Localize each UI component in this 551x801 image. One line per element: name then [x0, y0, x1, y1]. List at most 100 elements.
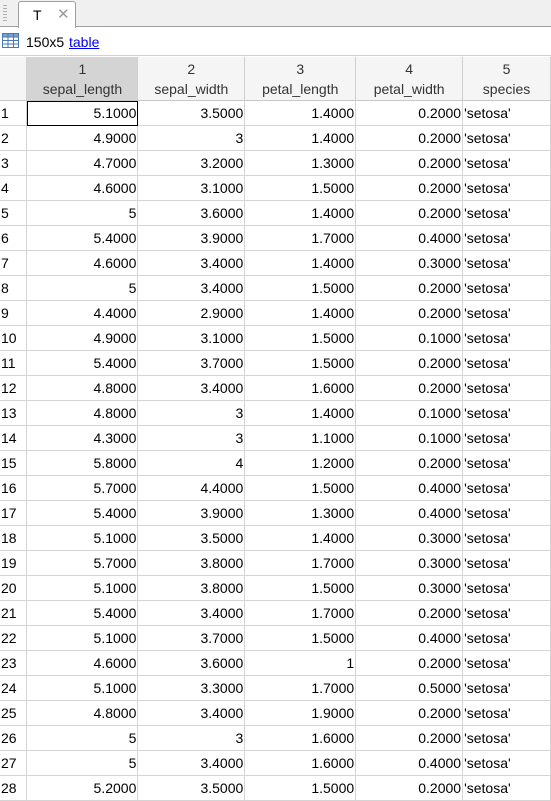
table-cell[interactable]: 3.8000 — [137, 575, 246, 601]
table-cell[interactable]: 3.5000 — [137, 775, 246, 801]
table-cell[interactable]: 4.6000 — [26, 175, 139, 201]
table-cell[interactable]: 5.7000 — [26, 550, 139, 576]
table-cell[interactable]: 0.5000 — [355, 675, 464, 701]
table-cell[interactable]: 5.1000 — [26, 625, 139, 651]
table-cell[interactable]: 5.4000 — [26, 225, 139, 251]
table-cell[interactable]: 'setosa' — [462, 375, 551, 401]
row-header[interactable]: 8 — [0, 275, 28, 301]
table-cell[interactable]: 2.9000 — [137, 300, 246, 326]
table-cell[interactable]: 'setosa' — [462, 600, 551, 626]
table-cell[interactable]: 3 — [137, 425, 246, 451]
column-header[interactable]: 5 species — [462, 57, 551, 101]
table-cell[interactable]: 4.6000 — [26, 650, 139, 676]
table-cell[interactable]: 4 — [137, 450, 246, 476]
row-header[interactable]: 13 — [0, 400, 28, 426]
table-cell[interactable]: 1.5000 — [244, 775, 357, 801]
row-header[interactable]: 3 — [0, 150, 28, 176]
table-cell[interactable]: 3.1000 — [137, 325, 246, 351]
table-cell[interactable]: 5.2000 — [26, 775, 139, 801]
table-cell[interactable]: 3.9000 — [137, 500, 246, 526]
table-cell[interactable]: 0.4000 — [355, 750, 464, 776]
table-cell[interactable]: 'setosa' — [462, 625, 551, 651]
row-header[interactable]: 1 — [0, 100, 28, 126]
table-cell[interactable]: 'setosa' — [462, 500, 551, 526]
row-header[interactable]: 14 — [0, 425, 28, 451]
table-cell[interactable]: 1.4000 — [244, 525, 357, 551]
table-type-link[interactable]: table — [69, 34, 100, 50]
table-cell[interactable]: 1.6000 — [244, 375, 357, 401]
table-cell[interactable]: 'setosa' — [462, 350, 551, 376]
table-cell[interactable]: 4.6000 — [26, 250, 139, 276]
selected-cell[interactable]: 5.1000 — [26, 100, 139, 126]
variable-tab[interactable]: T ✕ — [18, 1, 76, 28]
table-cell[interactable]: 0.2000 — [355, 350, 464, 376]
table-cell[interactable]: 1.5000 — [244, 325, 357, 351]
row-header[interactable]: 18 — [0, 525, 28, 551]
table-cell[interactable]: 1.4000 — [244, 100, 357, 126]
table-cell[interactable]: 5.7000 — [26, 475, 139, 501]
table-cell[interactable]: 1.7000 — [244, 550, 357, 576]
table-cell[interactable]: 3 — [137, 400, 246, 426]
table-cell[interactable]: 'setosa' — [462, 450, 551, 476]
table-cell[interactable]: 3.1000 — [137, 175, 246, 201]
corner-cell[interactable] — [0, 57, 28, 101]
table-cell[interactable]: 0.1000 — [355, 325, 464, 351]
table-cell[interactable]: 'setosa' — [462, 725, 551, 751]
table-cell[interactable]: 'setosa' — [462, 425, 551, 451]
column-header[interactable]: 2 sepal_width — [137, 57, 246, 101]
table-cell[interactable]: 4.8000 — [26, 400, 139, 426]
column-header[interactable]: 4 petal_width — [355, 57, 464, 101]
table-cell[interactable]: 'setosa' — [462, 775, 551, 801]
table-cell[interactable]: 3.5000 — [137, 525, 246, 551]
row-header[interactable]: 28 — [0, 775, 28, 801]
table-cell[interactable]: 0.2000 — [355, 100, 464, 126]
table-cell[interactable]: 4.8000 — [26, 700, 139, 726]
row-header[interactable]: 12 — [0, 375, 28, 401]
table-cell[interactable]: 3 — [137, 125, 246, 151]
table-cell[interactable]: 'setosa' — [462, 550, 551, 576]
table-cell[interactable]: 'setosa' — [462, 575, 551, 601]
table-cell[interactable]: 5.4000 — [26, 350, 139, 376]
table-cell[interactable]: 'setosa' — [462, 150, 551, 176]
table-cell[interactable]: 1.5000 — [244, 475, 357, 501]
row-header[interactable]: 23 — [0, 650, 28, 676]
table-cell[interactable]: 4.3000 — [26, 425, 139, 451]
row-header[interactable]: 27 — [0, 750, 28, 776]
row-header[interactable]: 26 — [0, 725, 28, 751]
row-header[interactable]: 21 — [0, 600, 28, 626]
table-cell[interactable]: 0.4000 — [355, 500, 464, 526]
table-cell[interactable]: 'setosa' — [462, 700, 551, 726]
table-cell[interactable]: 0.4000 — [355, 475, 464, 501]
row-header[interactable]: 17 — [0, 500, 28, 526]
table-cell[interactable]: 1.7000 — [244, 675, 357, 701]
table-cell[interactable]: 3.4000 — [137, 700, 246, 726]
table-cell[interactable]: 5.8000 — [26, 450, 139, 476]
table-cell[interactable]: 4.4000 — [137, 475, 246, 501]
row-header[interactable]: 7 — [0, 250, 28, 276]
table-cell[interactable]: 0.2000 — [355, 275, 464, 301]
table-cell[interactable]: 0.2000 — [355, 450, 464, 476]
table-cell[interactable]: 3.6000 — [137, 650, 246, 676]
close-icon[interactable]: ✕ — [57, 6, 70, 23]
table-cell[interactable]: 'setosa' — [462, 175, 551, 201]
table-cell[interactable]: 1.3000 — [244, 150, 357, 176]
table-cell[interactable]: 5 — [26, 725, 139, 751]
table-cell[interactable]: 1.5000 — [244, 575, 357, 601]
table-cell[interactable]: 1.5000 — [244, 175, 357, 201]
table-cell[interactable]: 1.7000 — [244, 600, 357, 626]
table-cell[interactable]: 'setosa' — [462, 325, 551, 351]
table-cell[interactable]: 3.6000 — [137, 200, 246, 226]
table-cell[interactable]: 3.8000 — [137, 550, 246, 576]
table-cell[interactable]: 1.2000 — [244, 450, 357, 476]
table-cell[interactable]: 3.2000 — [137, 150, 246, 176]
row-header[interactable]: 10 — [0, 325, 28, 351]
table-cell[interactable]: 4.4000 — [26, 300, 139, 326]
table-cell[interactable]: 0.2000 — [355, 650, 464, 676]
table-cell[interactable]: 3.3000 — [137, 675, 246, 701]
table-cell[interactable]: 0.2000 — [355, 175, 464, 201]
table-cell[interactable]: 1.1000 — [244, 425, 357, 451]
table-cell[interactable]: 'setosa' — [462, 125, 551, 151]
table-cell[interactable]: 'setosa' — [462, 225, 551, 251]
row-header[interactable]: 24 — [0, 675, 28, 701]
table-cell[interactable]: 1.4000 — [244, 125, 357, 151]
